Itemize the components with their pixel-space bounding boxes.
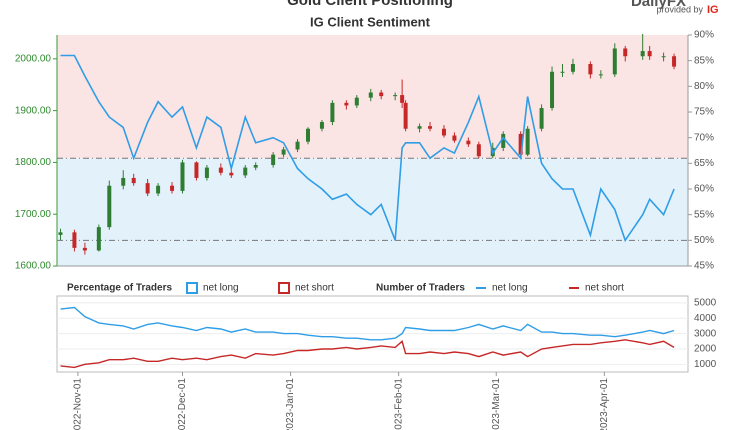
trader-line: [60, 306, 675, 341]
candle-body: [539, 108, 544, 129]
candle-body: [82, 247, 87, 251]
candle-body: [271, 154, 276, 166]
candle-body: [525, 128, 530, 155]
candle-body: [306, 128, 311, 142]
y-tick-label: 1900.00: [15, 105, 52, 116]
y-tick-label: 3000: [694, 328, 717, 339]
y-tick-label: 1000: [694, 359, 717, 370]
candle-body: [121, 177, 126, 186]
y-tick-label: 5000: [694, 298, 717, 309]
y2-tick-label: 80%: [694, 81, 714, 92]
candle-body: [243, 167, 248, 176]
x-tick-label: 2022-Nov-01: [73, 378, 84, 430]
legend-label: net short: [585, 283, 624, 294]
y-tick-label: 2000.00: [15, 53, 52, 64]
candle-body: [156, 185, 161, 194]
candle-body: [218, 167, 223, 173]
candle-body: [417, 126, 422, 129]
candle-body: [550, 71, 555, 109]
candle-body: [107, 185, 112, 228]
legend-title: Number of Traders: [376, 283, 465, 294]
y-tick-label: 1600.00: [15, 261, 52, 272]
candle-body: [253, 165, 258, 168]
candle-body: [58, 232, 63, 235]
candle-body: [96, 227, 101, 251]
candle-body: [428, 126, 433, 129]
sentiment-line: [60, 54, 675, 243]
candle-body: [72, 232, 77, 248]
legend-swatch: [278, 282, 290, 294]
candle-body: [393, 95, 398, 97]
candle-body: [400, 95, 405, 103]
y2-tick-label: 65%: [694, 158, 714, 169]
y-tick-label: 1700.00: [15, 209, 52, 220]
candle-body: [452, 135, 457, 141]
x-tick-label: 2023-Feb-01: [393, 378, 404, 430]
x-tick-label: 2023-Apr-01: [599, 378, 610, 430]
candle-body: [368, 92, 373, 98]
candle-body: [570, 64, 575, 72]
candle-body: [180, 162, 185, 191]
candle-body: [194, 162, 199, 178]
candle-body: [379, 92, 384, 97]
y2-tick-label: 60%: [694, 184, 714, 195]
candle-body: [403, 102, 408, 129]
candle-body: [170, 185, 175, 191]
candle-body: [588, 64, 593, 75]
y2-tick-label: 90%: [694, 30, 714, 41]
brand-provider: provided by: [656, 4, 703, 14]
legend-title: Percentage of Traders: [67, 283, 172, 294]
candle-body: [672, 56, 677, 67]
candle-body: [466, 140, 471, 145]
chart-title: Gold Client Positioning: [287, 0, 453, 9]
candle-body: [354, 97, 359, 106]
candle-body: [476, 144, 481, 157]
x-tick-label: 2023-Jan-01: [285, 378, 296, 430]
candle-body: [647, 51, 652, 57]
y-tick-label: 2000: [694, 344, 717, 355]
candle-body: [281, 149, 286, 155]
legend-label: net long: [492, 283, 528, 294]
y2-tick-label: 70%: [694, 132, 714, 143]
y2-tick-label: 85%: [694, 55, 714, 66]
candle-body: [640, 51, 645, 57]
candle-body: [598, 74, 603, 76]
y2-tick-label: 75%: [694, 107, 714, 118]
candle-body: [204, 167, 209, 178]
y-tick-label: 4000: [694, 313, 717, 324]
trader-line: [60, 339, 675, 369]
candle-body: [295, 141, 300, 150]
candle-body: [501, 133, 506, 148]
candle-body: [441, 128, 446, 136]
candle-body: [612, 48, 617, 75]
y2-tick-label: 55%: [694, 209, 714, 220]
y2-tick-label: 45%: [694, 261, 714, 272]
legend-label: net short: [295, 283, 334, 294]
candle-body: [661, 56, 666, 58]
chart-subtitle: IG Client Sentiment: [310, 14, 431, 29]
candle-body: [623, 48, 628, 57]
candle-body: [518, 133, 523, 155]
brand-name: DailyFX: [631, 0, 686, 10]
x-tick-label: 2023-Mar-01: [491, 378, 502, 430]
candle-body: [145, 183, 150, 194]
candle-body: [319, 122, 324, 129]
legend-label: net long: [203, 283, 239, 294]
x-tick-label: 2022-Dec-01: [177, 378, 188, 430]
candle-body: [131, 177, 136, 184]
candle-body: [560, 71, 565, 73]
y2-tick-label: 50%: [694, 235, 714, 246]
candle-body: [229, 172, 234, 176]
brand-logo: IG: [707, 4, 719, 16]
legend-swatch: [186, 282, 198, 294]
candle-body: [330, 102, 335, 123]
candle-body: [344, 102, 349, 106]
y-tick-label: 1800.00: [15, 157, 52, 168]
